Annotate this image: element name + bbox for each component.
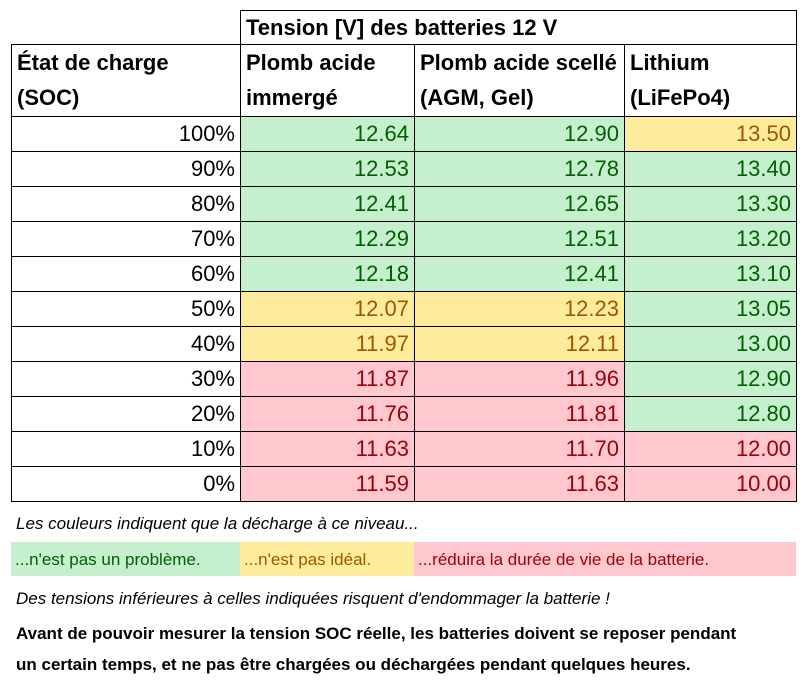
lithium-value: 10.00 (624, 466, 797, 502)
lead-immersed-value: 12.41 (240, 186, 415, 222)
header-lithium: Lithium (LiFePo4) (624, 44, 797, 117)
empty-corner-cell (11, 10, 241, 45)
table-row: 50% 12.07 12.23 13.05 (11, 291, 797, 327)
soc: 60% (11, 256, 241, 292)
lead-sealed-value: 12.90 (414, 116, 625, 152)
table-row: 20% 11.76 11.81 12.80 (11, 396, 797, 432)
lead-immersed-value: 12.07 (240, 291, 415, 327)
lead-immersed-value: 12.29 (240, 221, 415, 257)
lead-sealed-value: 11.63 (414, 466, 625, 502)
soc: 20% (11, 396, 241, 432)
battery-voltage-table: Tension [V] des batteries 12 V État de c… (11, 10, 797, 502)
table-row: 80% 12.41 12.65 13.30 (11, 186, 797, 222)
lithium-value: 13.20 (624, 221, 797, 257)
table-row: 0% 11.59 11.63 10.00 (11, 466, 797, 502)
soc: 50% (11, 291, 241, 327)
lead-immersed-value: 11.87 (240, 361, 415, 397)
soc: 70% (11, 221, 241, 257)
lead-immersed-value: 12.64 (240, 116, 415, 152)
colors-intro-note: Les couleurs indiquent que la décharge à… (16, 514, 419, 533)
soc: 10% (11, 431, 241, 467)
table-row: 100% 12.64 12.90 13.50 (11, 116, 797, 152)
header-lead-sealed: Plomb acide scellé (AGM, Gel) (414, 44, 625, 117)
warning-note: Des tensions inférieures à celles indiqu… (16, 589, 610, 608)
lead-sealed-value: 12.65 (414, 186, 625, 222)
soc: 40% (11, 326, 241, 362)
table-title: Tension [V] des batteries 12 V (240, 10, 797, 45)
soc: 80% (11, 186, 241, 222)
lithium-value: 13.50 (624, 116, 797, 152)
header-soc: État de charge (SOC) (11, 44, 241, 117)
lead-sealed-value: 11.81 (414, 396, 625, 432)
lead-immersed-value: 11.59 (240, 466, 415, 502)
lithium-value: 13.40 (624, 151, 797, 187)
lithium-value: 13.30 (624, 186, 797, 222)
lead-sealed-value: 11.70 (414, 431, 625, 467)
rest-note: Avant de pouvoir mesurer la tension SOC … (16, 624, 737, 674)
lithium-value: 12.00 (624, 431, 797, 467)
lead-sealed-value: 12.41 (414, 256, 625, 292)
lithium-value: 13.10 (624, 256, 797, 292)
lead-immersed-value: 12.18 (240, 256, 415, 292)
lead-sealed-value: 12.51 (414, 221, 625, 257)
table-row: 40% 11.97 12.11 13.00 (11, 326, 797, 362)
legend-good: ...n'est pas un problème. (11, 542, 240, 576)
table-row: 70% 12.29 12.51 13.20 (11, 221, 797, 257)
header-lead-immersed: Plomb acide immergé (240, 44, 415, 117)
table-row: 10% 11.63 11.70 12.00 (11, 431, 797, 467)
lithium-value: 12.90 (624, 361, 797, 397)
lead-immersed-value: 12.53 (240, 151, 415, 187)
soc: 0% (11, 466, 241, 502)
table-row: 90% 12.53 12.78 13.40 (11, 151, 797, 187)
soc: 30% (11, 361, 241, 397)
lead-sealed-value: 12.78 (414, 151, 625, 187)
lithium-value: 13.05 (624, 291, 797, 327)
lead-immersed-value: 11.97 (240, 326, 415, 362)
lead-sealed-value: 12.23 (414, 291, 625, 327)
soc: 100% (11, 116, 241, 152)
lead-sealed-value: 11.96 (414, 361, 625, 397)
color-legend: ...n'est pas un problème. ...n'est pas i… (11, 542, 796, 576)
lead-sealed-value: 12.11 (414, 326, 625, 362)
soc: 90% (11, 151, 241, 187)
legend-bad: ...réduira la durée de vie de la batteri… (414, 542, 796, 576)
lead-immersed-value: 11.63 (240, 431, 415, 467)
legend-warn: ...n'est pas idéal. (240, 542, 414, 576)
lithium-value: 13.00 (624, 326, 797, 362)
lead-immersed-value: 11.76 (240, 396, 415, 432)
table-row: 60% 12.18 12.41 13.10 (11, 256, 797, 292)
table-row: 30% 11.87 11.96 12.90 (11, 361, 797, 397)
lithium-value: 12.80 (624, 396, 797, 432)
